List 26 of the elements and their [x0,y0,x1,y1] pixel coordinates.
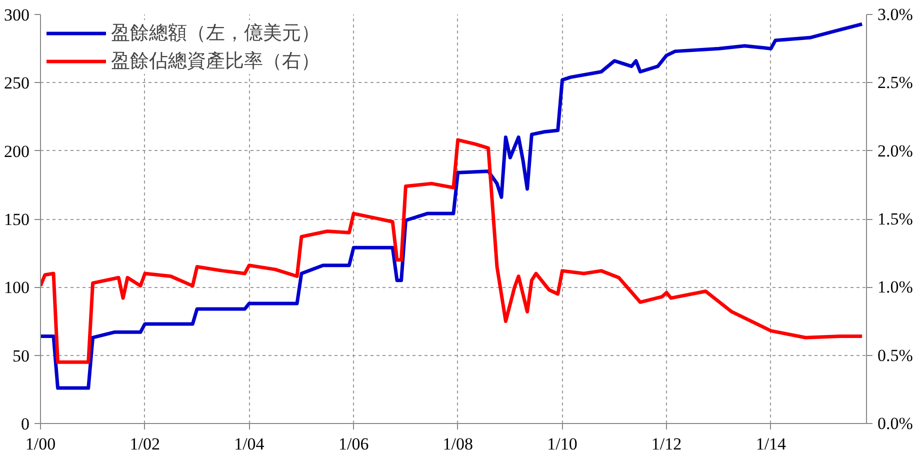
y2-tick-label: 1.0% [878,278,913,297]
x-tick-label: 1/10 [547,434,578,454]
y2-tick-label: 0.5% [878,346,913,365]
legend-label: 盈餘佔總資產比率（右） [111,50,320,74]
y-tick-label: 0 [21,414,30,434]
y-tick-label: 250 [4,74,30,93]
y2-tick-label: 2.0% [878,141,913,160]
y-tick-label: 150 [4,210,30,229]
y-tick-label: 50 [12,346,30,366]
x-tick-label: 1/14 [756,434,787,454]
legend-label: 盈餘總額（左，億美元） [111,22,320,46]
y2-tick-label: 0.0% [878,414,913,433]
y2-tick-label: 1.5% [878,210,913,228]
line-series [40,138,864,364]
y-tick-label: 100 [4,278,30,298]
x-tick-label: 1/02 [130,434,160,454]
x-tick-label: 1/00 [25,434,56,454]
x-tick-label: 1/12 [651,434,682,454]
y-tick-label: 200 [4,142,30,161]
y-tick-label: 300 [4,6,30,24]
line-series [40,22,864,390]
x-tick-label: 1/08 [442,434,473,454]
x-tick-label: 1/04 [234,434,265,454]
y2-tick-label: 2.5% [878,73,913,92]
x-tick-label: 1/06 [338,434,369,454]
y2-tick-label: 3.0% [878,5,913,24]
